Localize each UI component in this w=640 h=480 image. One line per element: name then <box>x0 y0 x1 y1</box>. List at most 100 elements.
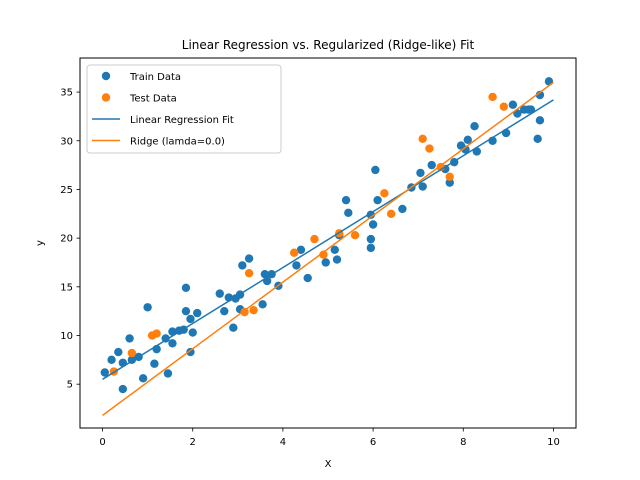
y-tick-label: 35 <box>60 88 73 99</box>
y-tick-label: 30 <box>60 136 73 147</box>
legend-entry-1: Test Data <box>101 93 177 105</box>
train-point-19 <box>181 283 191 292</box>
train-point-43 <box>332 255 342 264</box>
train-point-0 <box>100 368 110 377</box>
train-point-56 <box>418 182 427 191</box>
train-point-75 <box>535 90 545 100</box>
train-point-5 <box>125 334 134 343</box>
legend-entry-3: Ridge (lamda=0.0) <box>92 137 225 148</box>
train-point-14 <box>168 339 177 348</box>
y-axis-label: y <box>35 240 46 246</box>
ridge-line <box>102 81 554 416</box>
train-point-18 <box>181 306 191 316</box>
axes <box>79 57 577 429</box>
test-point-15 <box>425 144 434 153</box>
test-point-4 <box>240 307 249 317</box>
test-point-18 <box>488 92 497 102</box>
train-point-64 <box>470 121 479 131</box>
test-point-1 <box>127 348 137 358</box>
train-point-25 <box>220 306 229 316</box>
train-point-57 <box>427 160 436 170</box>
test-point-12 <box>380 189 389 198</box>
train-point-27 <box>229 323 238 332</box>
train-point-34 <box>260 269 270 279</box>
train-point-38 <box>292 261 301 270</box>
y-tick-label: 20 <box>60 234 73 245</box>
train-point-51 <box>371 165 380 175</box>
test-point-7 <box>289 248 299 257</box>
train-point-45 <box>341 195 351 205</box>
legend-label: Ridge (lamda=0.0) <box>130 137 225 148</box>
test-point-9 <box>319 250 328 259</box>
ticks: 0 2 4 6 8 10 5 10 15 20 25 30 35 <box>60 88 560 448</box>
test-point-19 <box>499 102 509 111</box>
train-point-39 <box>296 245 306 255</box>
train-point-33 <box>258 300 267 309</box>
test-point-5 <box>244 268 254 278</box>
y-tick-label: 25 <box>60 185 73 196</box>
train-point-20 <box>186 314 195 324</box>
train-point-22 <box>188 328 197 337</box>
x-tick-label: 2 <box>190 437 196 448</box>
legend: Train Data Test Data Linear Regression Fit… <box>86 64 282 154</box>
train-point-31 <box>238 261 247 270</box>
train-point-41 <box>321 258 330 267</box>
train-point-9 <box>143 303 152 312</box>
train-point-63 <box>463 135 472 144</box>
legend-entry-0: Train Data <box>101 71 181 83</box>
axes-frame <box>79 57 577 429</box>
train-point-50 <box>368 220 378 229</box>
train-point-62 <box>461 145 470 154</box>
train-point-53 <box>398 204 407 214</box>
train-point-21 <box>186 347 195 357</box>
train-point-42 <box>330 245 339 255</box>
test-point-8 <box>310 234 319 244</box>
test-point-11 <box>350 231 360 240</box>
legend-label: Linear Regression Fit <box>130 115 234 126</box>
plot-area <box>100 77 554 416</box>
train-point-3 <box>118 384 128 394</box>
y-tick-label: 15 <box>60 282 73 293</box>
test-point-6 <box>249 305 258 315</box>
train-point-52 <box>373 195 382 205</box>
train-point-59 <box>445 178 454 187</box>
y-tick-label: 5 <box>67 380 73 391</box>
train-point-23 <box>193 308 202 318</box>
test-point-3 <box>152 329 161 338</box>
chart-title: Linear Regression vs. Regularized (Ridge… <box>182 38 475 52</box>
x-tick-label: 6 <box>370 437 376 448</box>
train-point-40 <box>303 273 312 283</box>
train-point-47 <box>366 210 376 219</box>
legend-marker <box>101 93 111 102</box>
train-point-24 <box>215 289 224 298</box>
x-tick-label: 8 <box>460 437 466 448</box>
train-point-68 <box>508 100 518 109</box>
test-point-14 <box>418 134 427 144</box>
y-tick-label: 10 <box>60 331 73 342</box>
legend-marker <box>101 71 111 81</box>
train-point-74 <box>535 116 545 125</box>
train-point-73 <box>533 134 542 144</box>
legend-label: Test Data <box>129 94 177 105</box>
test-point-13 <box>386 209 396 218</box>
train-point-13 <box>163 369 173 378</box>
train-point-32 <box>244 254 254 263</box>
train-point-48 <box>366 234 376 244</box>
train-point-49 <box>366 243 376 253</box>
train-point-10 <box>150 359 159 368</box>
train-point-1 <box>107 355 116 365</box>
x-axis-label: X <box>325 459 332 470</box>
linear-regression-line <box>102 99 554 380</box>
legend-entry-2: Linear Regression Fit <box>92 115 234 126</box>
train-point-8 <box>138 374 148 383</box>
legend-label: Train Data <box>129 72 181 83</box>
train-point-46 <box>344 208 353 218</box>
x-tick-label: 4 <box>280 437 286 448</box>
train-point-15 <box>168 327 177 336</box>
legend-box <box>86 64 282 154</box>
test-point-17 <box>445 172 454 181</box>
train-point-12 <box>161 334 170 343</box>
train-point-55 <box>416 168 425 178</box>
train-point-2 <box>114 347 123 357</box>
